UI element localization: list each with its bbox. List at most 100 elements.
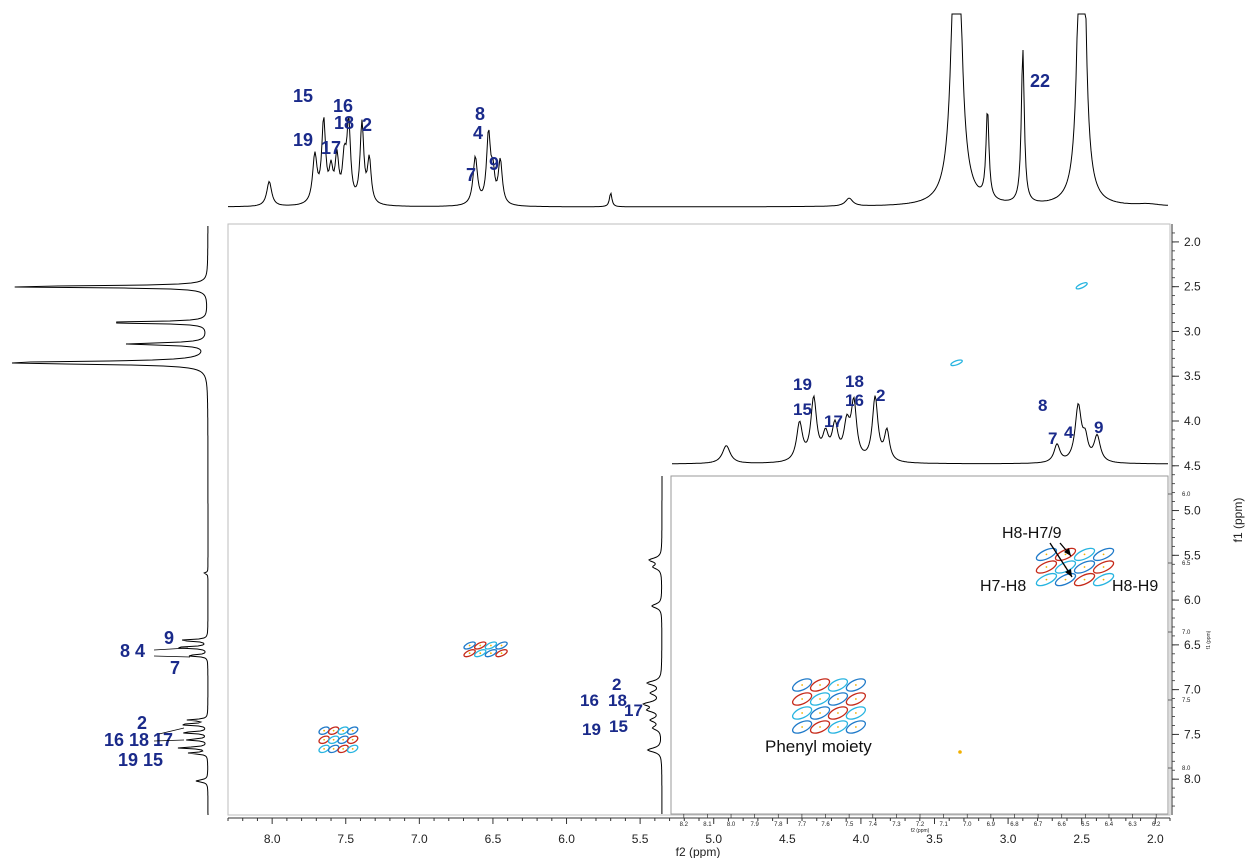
inset-left-label: 15 [609, 717, 628, 736]
inset-x-ticks: 8.2 8.1 8.0 7.9 7.8 7.7 7.6 7.5 7.4 7.3 7.2 7.1 7.0 6… [680, 814, 1161, 828]
main-plot-frame [227, 223, 1171, 816]
inset-frame [670, 475, 1169, 815]
y-tick-label: 6.0 [1184, 593, 1201, 607]
cross-peak-dot [854, 698, 857, 700]
cross-peak-contour [337, 744, 349, 754]
inset-x-tick-label: 6.3 [1128, 822, 1137, 828]
cross-peak-contour [845, 720, 867, 734]
cross-peak-contour [346, 735, 359, 745]
annotation-phenyl-moiety: Phenyl moiety [765, 737, 872, 756]
x-tick-label: 6.5 [485, 832, 502, 846]
y-tick-label: 6.5 [1184, 638, 1201, 652]
arrow-head-1 [1064, 548, 1071, 556]
cross-peak-contour [827, 720, 849, 734]
inset-top-label: 7 [1048, 429, 1057, 448]
y-tick-label: 7.5 [1184, 727, 1201, 741]
inset-x-tick-label: 6.5 [1081, 822, 1090, 828]
cross-peak-contour [495, 641, 508, 650]
y-tick-label: 3.0 [1184, 324, 1201, 338]
cross-peak-dot [1083, 578, 1086, 581]
x-tick-label: 8.0 [264, 832, 281, 846]
x-axis-ticks: 8.0 7.5 7.0 6.5 6.0 5.5 5.0 4.5 4.0 3.5 3.0 2.5 2.0 [227, 818, 1171, 846]
cross-peak-dot [479, 644, 482, 647]
cross-peak-contour [495, 649, 508, 658]
cross-peak-dot [323, 747, 326, 750]
cross-peak-contour [791, 692, 813, 706]
top-peak-label: 16 [333, 96, 353, 116]
cross-peak-dot [351, 747, 354, 750]
left-1d-spectrum [11, 226, 209, 815]
cross-peak-dot [489, 652, 492, 655]
cross-peak-dot [468, 652, 471, 655]
y-tick-label: 3.5 [1184, 369, 1201, 383]
cross-peak-dot [342, 738, 345, 741]
cross-peak-dot [1102, 553, 1105, 556]
inset-top-label: 2 [876, 386, 885, 405]
cross-peak-contour [1054, 547, 1077, 562]
inset-x-tick-label: 6.8 [1010, 822, 1019, 828]
top-peak-label: 18 [334, 113, 354, 133]
left-peak-label: 16 18 [104, 730, 149, 750]
inset-top-1d-spectrum [672, 394, 1168, 465]
cross-peak-dot [801, 726, 804, 728]
cross-peak-dot [837, 698, 839, 700]
top-peak-label: 19 [293, 130, 313, 150]
top-peak-label: 15 [293, 86, 313, 106]
cross-peak-dot [819, 684, 821, 686]
x-tick-label: 6.0 [558, 832, 575, 846]
left-peak-label: 19 15 [118, 750, 163, 770]
cross-peak-contour [827, 678, 849, 692]
left-peak-label: 7 [170, 658, 180, 678]
cross-peak-dot [500, 652, 503, 655]
cross-peak-contour [318, 726, 330, 735]
x-tick-label: 2.5 [1073, 832, 1090, 846]
cross-peak-dot [854, 712, 857, 714]
cross-peak-contour [1073, 560, 1096, 574]
inset-y-tick-label: 6.5 [1182, 561, 1191, 567]
inset-top-label: 4 [1064, 423, 1074, 442]
y-axis-ticks: 2.02.53.03.54.04.55.05.56.06.57.07.58.0 [1172, 232, 1201, 807]
cross-peak-contour [484, 641, 498, 650]
inset-top-label: 8 [1038, 396, 1047, 415]
cross-peak-contour [809, 678, 831, 692]
main-cross-peaks [318, 282, 1088, 754]
top-peak-label: 22 [1030, 71, 1050, 91]
cross-peak-dot [479, 652, 482, 655]
cross-peak-contour [1073, 547, 1096, 562]
inset-x-tick-label: 7.6 [821, 822, 830, 828]
inset-x-axis-label: f2 (ppm) [911, 828, 930, 834]
inset-x-tick-label: 7.7 [798, 822, 807, 828]
cross-peak-contour [463, 649, 476, 658]
cross-peak-contour [346, 726, 359, 735]
inset-x-tick-label: 6.9 [987, 822, 996, 828]
cross-peak-dot [819, 698, 821, 700]
x-tick-label: 4.0 [853, 832, 870, 846]
inset-x-tick-label: 7.0 [963, 822, 972, 828]
inset-x-tick-label: 8.1 [703, 822, 712, 828]
cross-peak-dot [500, 644, 503, 647]
x-tick-label: 5.0 [705, 832, 722, 846]
cross-peak-contour [1075, 282, 1088, 290]
inset-small-peak [958, 750, 962, 754]
inset-x-tick-label: 7.4 [869, 822, 878, 828]
inset-left-label: 2 [612, 675, 621, 694]
cross-peak-dot [837, 712, 839, 714]
inset-top-label: 17 [824, 412, 843, 431]
cross-peak-contour [484, 649, 498, 658]
cross-peak-contour [473, 649, 487, 658]
x-tick-label: 7.0 [411, 832, 428, 846]
cross-peak-contour [809, 706, 831, 720]
cross-peak-contour [1073, 572, 1096, 587]
inset-y-tick-label: 6.0 [1182, 492, 1191, 498]
cross-peak-contour [318, 735, 330, 745]
inset-x-tick-label: 7.2 [916, 822, 925, 828]
inset-x-tick-label: 8.2 [680, 822, 689, 828]
cross-peak-contour [791, 678, 813, 692]
top-peak-label: 7 [466, 165, 476, 185]
top-peak-label: 2 [362, 115, 372, 135]
y-tick-label: 5.5 [1184, 548, 1201, 562]
